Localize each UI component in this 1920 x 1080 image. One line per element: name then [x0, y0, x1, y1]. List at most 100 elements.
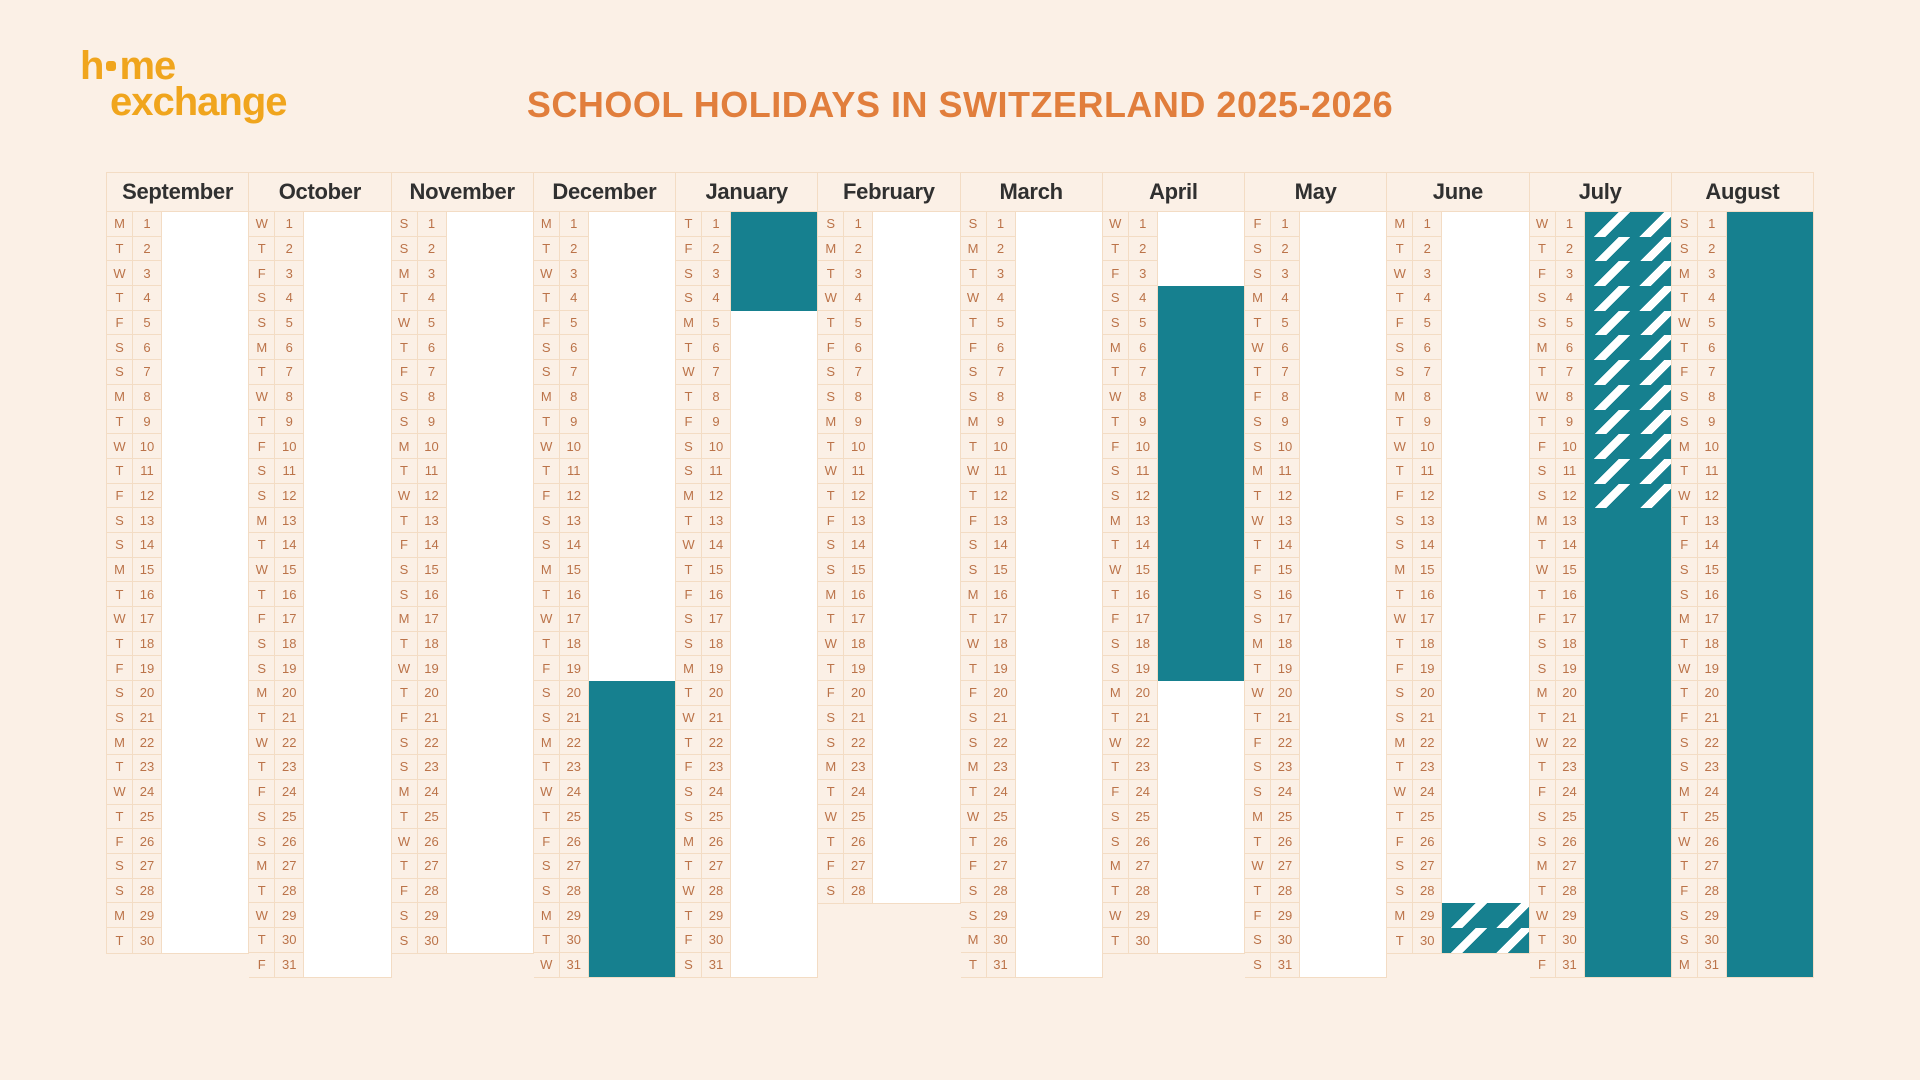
holiday-indicator: [1015, 927, 1102, 953]
day-row: S 11: [1529, 458, 1671, 484]
day-row: F 12: [533, 483, 675, 509]
day-number: 22: [1271, 730, 1300, 756]
day-row: T 28: [1102, 878, 1244, 904]
day-number: 24: [844, 779, 874, 805]
day-row: T 27: [676, 853, 818, 879]
weekday-letter: F: [107, 310, 133, 336]
day-number: 1: [1413, 212, 1443, 237]
day-number: 26: [1128, 829, 1158, 854]
weekday-letter: M: [1102, 508, 1129, 533]
day-row: W 15: [249, 557, 391, 583]
month-header: December: [533, 173, 675, 212]
day-number: 1: [133, 212, 162, 237]
holiday-indicator: [162, 310, 249, 336]
day-row: F 30: [676, 927, 818, 953]
day-number: 21: [1128, 705, 1158, 731]
weekday-letter: M: [107, 730, 133, 756]
weekday-letter: F: [533, 829, 560, 854]
weekday-letter: T: [960, 607, 987, 632]
day-row: M 30: [960, 927, 1102, 953]
weekday-letter: T: [818, 779, 845, 805]
holiday-indicator: [1584, 656, 1671, 682]
day-number: 25: [1413, 804, 1443, 830]
day-number: 16: [844, 582, 874, 607]
day-row: F 13: [960, 508, 1102, 533]
weekday-letter: W: [249, 557, 276, 583]
day-row: T 20: [1671, 681, 1813, 706]
holiday-indicator: [1726, 705, 1813, 731]
weekday-letter: W: [960, 631, 987, 657]
holiday-indicator: [1584, 779, 1671, 805]
day-number: 23: [1271, 755, 1300, 780]
weekday-letter: T: [1245, 360, 1271, 385]
holiday-indicator: [731, 631, 818, 657]
day-row: T 30: [1387, 927, 1529, 953]
weekday-letter: W: [1245, 508, 1271, 533]
weekday-letter: T: [533, 755, 560, 780]
weekday-letter: W: [533, 261, 560, 287]
day-row: S 28: [107, 878, 249, 904]
day-row: F 12: [1387, 483, 1529, 509]
weekday-letter: F: [676, 755, 702, 780]
holiday-indicator: [588, 903, 675, 928]
day-number: 23: [417, 755, 447, 780]
weekday-letter: T: [249, 582, 276, 607]
weekday-letter: M: [1245, 286, 1271, 311]
day-row: T 30: [1103, 927, 1244, 953]
day-number: 29: [986, 903, 1016, 928]
day-number: 23: [1697, 755, 1727, 780]
weekday-letter: T: [391, 631, 418, 657]
day-number: 11: [1697, 458, 1727, 484]
holiday-indicator: [1015, 458, 1102, 484]
day-row: S 17: [1245, 607, 1387, 632]
day-number: 30: [559, 927, 589, 953]
day-number: 12: [1413, 483, 1443, 509]
day-row: M 10: [1671, 434, 1813, 459]
day-number: 28: [1413, 878, 1443, 904]
weekday-letter: S: [1245, 755, 1271, 780]
weekday-letter: S: [1102, 804, 1129, 830]
day-number: 6: [417, 335, 447, 361]
day-number: 8: [275, 384, 305, 410]
holiday-indicator: [446, 384, 533, 410]
day-number: 23: [1555, 755, 1585, 780]
day-row: F 21: [391, 705, 533, 731]
weekday-letter: S: [1245, 927, 1271, 953]
weekday-letter: F: [1245, 557, 1271, 583]
logo-dot-icon: [106, 61, 117, 72]
holiday-indicator: [588, 656, 675, 682]
day-row: F 20: [960, 681, 1102, 706]
day-row: T 25: [107, 804, 249, 830]
weekday-letter: T: [1387, 236, 1414, 262]
holiday-indicator: [162, 508, 249, 533]
weekday-letter: M: [960, 409, 987, 435]
day-number: 7: [1271, 360, 1300, 385]
weekday-letter: F: [1671, 360, 1698, 385]
day-row: S 19: [1102, 656, 1244, 682]
holiday-indicator: [304, 212, 391, 237]
day-number: 29: [417, 903, 447, 928]
day-row: W 27: [1245, 853, 1387, 879]
day-number: 31: [702, 952, 731, 978]
holiday-indicator: [162, 705, 249, 731]
holiday-indicator: [1442, 335, 1529, 361]
weekday-letter: F: [1387, 656, 1414, 682]
weekday-letter: S: [533, 508, 560, 533]
holiday-indicator: [873, 804, 960, 830]
weekday-letter: T: [1529, 409, 1556, 435]
day-row: W 11: [960, 458, 1102, 484]
holiday-indicator: [1015, 434, 1102, 459]
day-number: 31: [275, 952, 305, 978]
day-row: S 22: [960, 730, 1102, 756]
day-number: 27: [417, 853, 447, 879]
day-row: M 17: [391, 607, 533, 632]
